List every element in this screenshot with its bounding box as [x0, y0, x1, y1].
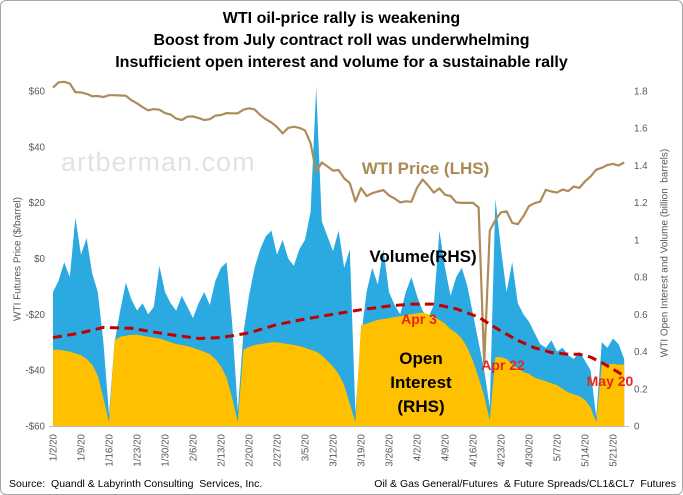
- left-axis-tick-label: $40: [29, 142, 46, 153]
- left-axis-tick-label: $60: [29, 87, 46, 98]
- x-axis-tick-label: 3/5/20: [301, 433, 312, 461]
- right-axis-tick-label: 0.6: [634, 310, 648, 321]
- x-axis-tick-label: 2/6/20: [189, 433, 200, 461]
- open-interest-trend-line: [52, 302, 625, 378]
- right-axis-title: WTI Open Interest and Volume (billion ba…: [659, 148, 671, 358]
- title-line-1: WTI oil-price rally is weakening: [222, 10, 461, 27]
- left-axis-tick-label: $20: [29, 198, 46, 209]
- volume-area: [53, 87, 625, 427]
- chart-title: WTI oil-price rally is weakening Boost f…: [1, 8, 682, 74]
- wti-price-series-label: WTI Price (LHS): [361, 159, 490, 178]
- right-axis-tick-label: 1.8: [634, 87, 648, 98]
- annotation-apr-3: Apr 3: [401, 311, 437, 327]
- watermark: artberman.com: [61, 147, 256, 177]
- x-axis-tick-label: 3/19/20: [357, 433, 368, 466]
- open-interest-series-label: Open Interest (RHS): [367, 347, 475, 419]
- right-axis-tick-label: 0.2: [634, 384, 648, 395]
- open-interest-label-line-1: Open: [399, 349, 443, 368]
- x-axis-tick-label: 4/16/20: [469, 433, 480, 466]
- x-axis-tick-label: 3/26/20: [385, 433, 396, 466]
- dataset-credit: Oil & Gas General/Futures & Future Sprea…: [374, 478, 676, 490]
- x-axis-tick-label: 4/2/20: [413, 433, 424, 461]
- right-axis-tick-label: 1.2: [634, 198, 648, 209]
- annotation-apr-22: Apr 22: [481, 357, 525, 373]
- right-axis-tick-label: 0: [634, 422, 640, 433]
- x-axis-tick-label: 5/7/20: [553, 433, 564, 461]
- annotation-may-20: May 20: [586, 373, 634, 389]
- left-axis-title: WTI Futures Price ($/barrel): [12, 197, 24, 321]
- open-interest-label-line-2: Interest: [390, 373, 452, 392]
- x-axis-tick-label: 1/30/20: [161, 433, 172, 466]
- volume-series-label: Volume(RHS): [369, 247, 477, 266]
- open-interest-label-line-3: (RHS): [397, 397, 445, 416]
- open-interest-area: [53, 312, 625, 426]
- right-axis-tick-label: 0.8: [634, 273, 648, 284]
- x-axis-tick-label: 1/2/20: [49, 433, 60, 461]
- x-axis-tick-label: 4/23/20: [497, 433, 508, 466]
- x-axis-tick-label: 5/21/20: [609, 433, 620, 466]
- title-line-2: Boost from July contract roll was underw…: [153, 32, 530, 49]
- x-axis-tick-label: 1/9/20: [77, 433, 88, 461]
- right-axis-tick-label: 1.4: [634, 161, 648, 172]
- left-axis-tick-label: $0: [34, 254, 45, 265]
- x-axis-tick-label: 5/14/20: [581, 433, 592, 466]
- x-axis-tick-label: 2/20/20: [245, 433, 256, 466]
- x-axis-tick-label: 1/16/20: [105, 433, 116, 466]
- right-axis-tick-label: 1: [634, 235, 639, 246]
- x-axis-tick-label: 1/23/20: [133, 433, 144, 466]
- source-credit: Source: Quandl & Labyrinth Consulting Se…: [9, 478, 263, 490]
- x-axis-tick-label: 3/12/20: [329, 433, 340, 466]
- x-axis-tick-label: 4/9/20: [441, 433, 452, 461]
- x-axis-tick-label: 2/13/20: [217, 433, 228, 466]
- title-line-3: Insufficient open interest and volume fo…: [115, 54, 568, 71]
- x-axis-tick-label: 4/30/20: [525, 433, 536, 466]
- left-axis-tick-label: -$20: [25, 310, 45, 321]
- right-axis-tick-label: 0.4: [634, 347, 648, 358]
- wti-price-line: [52, 80, 625, 365]
- right-axis-tick-label: 1.6: [634, 124, 648, 135]
- left-axis-tick-label: -$40: [25, 366, 45, 377]
- left-axis-tick-label: -$60: [25, 422, 45, 433]
- x-axis-tick-label: 2/27/20: [273, 433, 284, 466]
